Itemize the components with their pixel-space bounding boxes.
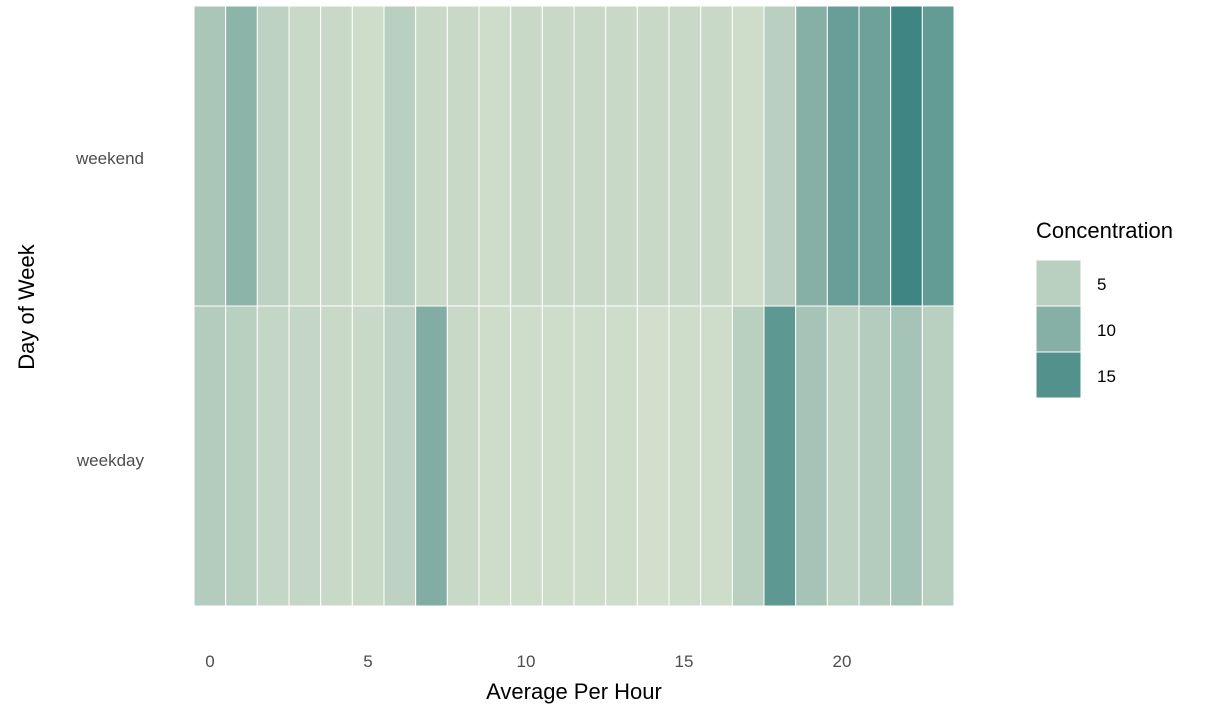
heatmap-cell-weekday-hour-3 — [288, 305, 322, 607]
heatmap-cell-weekend-hour-19 — [795, 5, 828, 307]
heatmap-cell-weekday-hour-13 — [605, 305, 638, 607]
heatmap-cell-weekday-hour-14 — [636, 305, 670, 607]
y-tick-weekend: weekend — [75, 149, 144, 168]
legend-label-10: 10 — [1097, 321, 1116, 340]
heatmap-cell-weekend-hour-11 — [541, 5, 575, 307]
heatmap-cell-weekday-hour-12 — [573, 305, 607, 607]
heatmap-cell-weekend-hour-4 — [320, 5, 353, 307]
heatmap-cell-weekend-hour-1 — [225, 5, 258, 307]
x-tick-labels: 0 5 10 15 20 — [205, 652, 851, 671]
heatmap-cell-weekend-hour-15 — [668, 5, 702, 307]
heatmap-cell-weekday-hour-9 — [478, 305, 512, 607]
heatmap-cell-weekend-hour-2 — [256, 5, 290, 307]
heatmap-cell-weekend-hour-3 — [288, 5, 322, 307]
y-tick-weekday: weekday — [76, 451, 145, 470]
heatmap-cell-weekend-hour-23 — [921, 5, 955, 307]
x-tick-5: 5 — [363, 652, 372, 671]
heatmap-cell-weekday-hour-5 — [351, 305, 385, 607]
x-tick-0: 0 — [205, 652, 214, 671]
heatmap-tiles — [193, 5, 955, 607]
heatmap-cell-weekend-hour-5 — [351, 5, 385, 307]
y-tick-labels: weekend weekday — [75, 149, 145, 470]
heatmap-cell-weekend-hour-8 — [446, 5, 480, 307]
heatmap-cell-weekday-hour-10 — [510, 305, 543, 607]
x-tick-20: 20 — [833, 652, 852, 671]
legend-title: Concentration — [1036, 218, 1173, 243]
heatmap-cell-weekend-hour-14 — [636, 5, 670, 307]
heatmap-cell-weekend-hour-0 — [193, 5, 227, 307]
heatmap-cell-weekend-hour-9 — [478, 5, 512, 307]
legend: Concentration 5 10 15 — [1035, 218, 1173, 399]
y-axis-title: Day of Week — [14, 243, 39, 370]
heatmap-cell-weekday-hour-16 — [700, 305, 733, 607]
heatmap-cell-weekday-hour-19 — [795, 305, 828, 607]
heatmap-cell-weekday-hour-18 — [763, 305, 797, 607]
heatmap-cell-weekday-hour-8 — [446, 305, 480, 607]
heatmap-cell-weekend-hour-22 — [890, 5, 923, 307]
legend-key-5 — [1035, 259, 1082, 307]
heatmap-cell-weekend-hour-12 — [573, 5, 607, 307]
heatmap-cell-weekend-hour-6 — [383, 5, 417, 307]
heatmap-cell-weekday-hour-15 — [668, 305, 702, 607]
legend-key-15 — [1035, 351, 1082, 399]
legend-keys — [1035, 259, 1082, 399]
heatmap-cell-weekday-hour-2 — [256, 305, 290, 607]
heatmap-cell-weekday-hour-22 — [890, 305, 923, 607]
heatmap-cell-weekday-hour-4 — [320, 305, 353, 607]
legend-label-15: 15 — [1097, 367, 1116, 386]
heatmap-cell-weekend-hour-21 — [858, 5, 892, 307]
heatmap-cell-weekday-hour-7 — [415, 305, 448, 607]
legend-key-10 — [1035, 305, 1082, 353]
heatmap-cell-weekend-hour-13 — [605, 5, 638, 307]
heatmap-cell-weekend-hour-10 — [510, 5, 543, 307]
heatmap-cell-weekday-hour-1 — [225, 305, 258, 607]
x-tick-10: 10 — [517, 652, 536, 671]
heatmap-cell-weekend-hour-18 — [763, 5, 797, 307]
x-tick-15: 15 — [675, 652, 694, 671]
x-axis-title: Average Per Hour — [486, 679, 662, 704]
heatmap-cell-weekday-hour-0 — [193, 305, 227, 607]
heatmap-cell-weekday-hour-6 — [383, 305, 417, 607]
heatmap-cell-weekday-hour-21 — [858, 305, 892, 607]
heatmap-cell-weekend-hour-7 — [415, 5, 448, 307]
heatmap-cell-weekend-hour-16 — [700, 5, 733, 307]
heatmap-cell-weekend-hour-20 — [826, 5, 860, 307]
heatmap-cell-weekday-hour-11 — [541, 305, 575, 607]
heatmap-cell-weekday-hour-17 — [731, 305, 765, 607]
heatmap-cell-weekend-hour-17 — [731, 5, 765, 307]
heatmap-cell-weekday-hour-20 — [826, 305, 860, 607]
heatmap-cell-weekday-hour-23 — [921, 305, 955, 607]
legend-label-5: 5 — [1097, 275, 1106, 294]
